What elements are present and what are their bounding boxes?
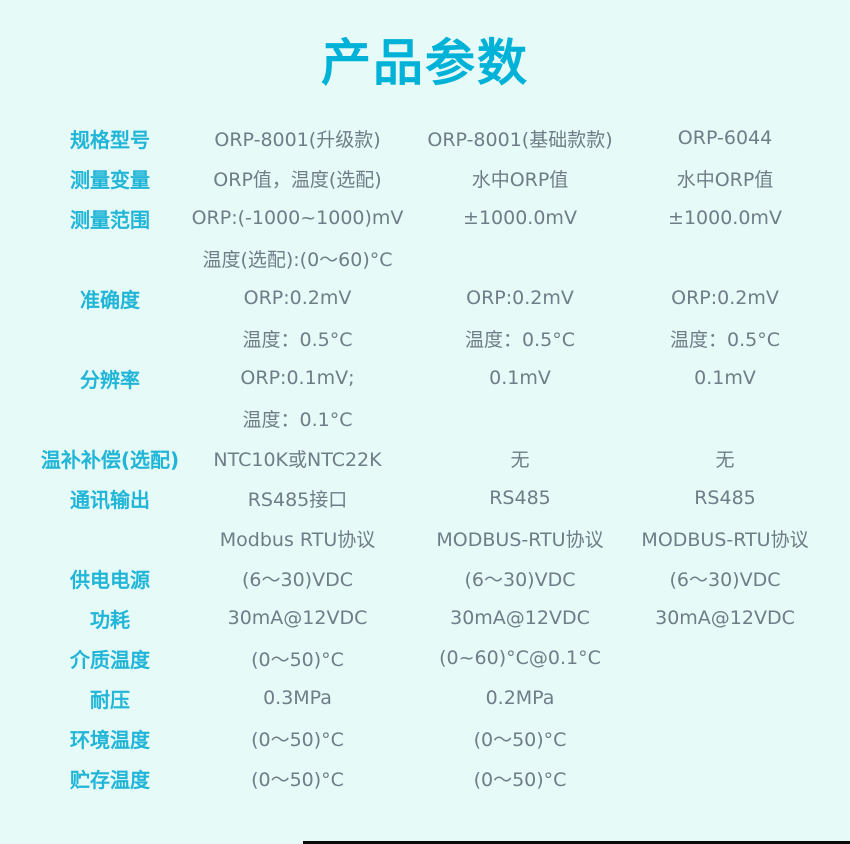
cell-col2: RS485 <box>489 487 551 509</box>
table-row: 介质温度 (0～50)°C (0~60)°C@0.1°C <box>0 638 850 678</box>
table-row: Modbus RTU协议 MODBUS-RTU协议 MODBUS-RTU协议 <box>0 518 850 558</box>
row-label: 贮存温度 <box>70 767 150 792</box>
row-label: 温补补偿(选配) <box>40 447 180 472</box>
cell-col3: 0.1mV <box>694 367 756 389</box>
table-row: 测量变量 ORP值，温度(选配) 水中ORP值 水中ORP值 <box>0 158 850 198</box>
row-label: 通讯输出 <box>70 487 150 512</box>
table-row: 温度：0.5°C 温度：0.5°C 温度：0.5°C <box>0 318 850 358</box>
cell-col1: (0～50)°C <box>251 728 344 751</box>
row-label: 规格型号 <box>70 127 150 152</box>
cell-col2: ±1000.0mV <box>463 207 577 229</box>
cell-col3: MODBUS-RTU协议 <box>641 528 809 551</box>
cell-col1: ORP-8001(升级款) <box>214 128 381 151</box>
cell-col2: ORP:0.2mV <box>466 287 574 309</box>
cell-col2: MODBUS-RTU协议 <box>436 528 604 551</box>
cell-col2: (6～30)VDC <box>464 568 576 591</box>
cell-col2: 水中ORP值 <box>471 168 569 191</box>
table-row: 环境温度 (0～50)°C (0～50)°C <box>0 718 850 758</box>
table-row: 功耗 30mA@12VDC 30mA@12VDC 30mA@12VDC <box>0 598 850 638</box>
row-label: 测量范围 <box>70 207 150 232</box>
cell-col1: 温度：0.1°C <box>242 408 353 431</box>
cell-col2: (0～50)°C <box>473 728 567 751</box>
cell-col2: ORP-8001(基础款款) <box>427 128 613 151</box>
table-row: 准确度 ORP:0.2mV ORP:0.2mV ORP:0.2mV <box>0 278 850 318</box>
table-row: 贮存温度 (0～50)°C (0～50)°C <box>0 758 850 798</box>
table-row: 规格型号 ORP-8001(升级款) ORP-8001(基础款款) ORP-6044 <box>0 118 850 158</box>
table-row: 分辨率 ORP:0.1mV; 0.1mV 0.1mV <box>0 358 850 398</box>
cell-col2: 0.1mV <box>489 367 551 389</box>
row-label: 测量变量 <box>70 167 150 192</box>
table-row: 供电电源 (6～30)VDC (6～30)VDC (6～30)VDC <box>0 558 850 598</box>
cell-col1: 温度(选配):(0～60)°C <box>202 248 393 271</box>
cell-col2: (0～50)°C <box>473 768 567 791</box>
row-label: 环境温度 <box>70 727 150 752</box>
cell-col1: ORP:(-1000~1000)mV <box>191 207 404 229</box>
cell-col1: NTC10K或NTC22K <box>213 448 382 471</box>
cell-col1: (0～50)°C <box>251 648 344 671</box>
cell-col3: 水中ORP值 <box>676 168 774 191</box>
table-row: 通讯输出 RS485接口 RS485 RS485 <box>0 478 850 518</box>
table-row: 测量范围 ORP:(-1000~1000)mV ±1000.0mV ±1000.0mV <box>0 198 850 238</box>
row-label: 分辨率 <box>80 367 140 392</box>
row-label: 耐压 <box>90 687 130 712</box>
cell-col3: ORP-6044 <box>677 127 773 149</box>
cell-col1: ORP:0.2mV <box>243 287 352 309</box>
cell-col1: RS485接口 <box>247 488 348 511</box>
page-title: 产品参数 <box>321 34 529 92</box>
cell-col3: 30mA@12VDC <box>655 607 795 629</box>
table-row: 温度：0.1°C <box>0 398 850 438</box>
cell-col2: 温度：0.5°C <box>465 328 575 351</box>
cell-col1: (6～30)VDC <box>242 568 353 591</box>
cell-col3: ±1000.0mV <box>668 207 782 229</box>
spec-table: 规格型号 ORP-8001(升级款) ORP-8001(基础款款) ORP-6044 测… <box>0 118 850 798</box>
row-label: 功耗 <box>90 607 130 632</box>
cell-col1: 温度：0.5°C <box>242 328 353 351</box>
cell-col3: (6～30)VDC <box>669 568 781 591</box>
table-row: 温补补偿(选配) NTC10K或NTC22K 无 无 <box>0 438 850 478</box>
cell-col1: 0.3MPa <box>263 687 332 709</box>
cell-col3: RS485 <box>694 487 756 509</box>
cell-col2: 0.2MPa <box>485 687 555 709</box>
cell-col2: (0~60)°C@0.1°C <box>439 647 601 669</box>
row-label: 准确度 <box>80 287 140 312</box>
cell-col1: (0～50)°C <box>251 768 344 791</box>
cell-col1: ORP:0.1mV; <box>240 367 355 389</box>
row-label: 介质温度 <box>70 647 150 672</box>
cell-col1: Modbus RTU协议 <box>219 528 376 551</box>
cell-col2: 无 <box>510 448 530 471</box>
cell-col2: 30mA@12VDC <box>450 607 590 629</box>
cell-col3: ORP:0.2mV <box>671 287 779 309</box>
table-row: 耐压 0.3MPa 0.2MPa <box>0 678 850 718</box>
cell-col3: 无 <box>715 448 735 471</box>
table-row: 温度(选配):(0～60)°C <box>0 238 850 278</box>
row-label: 供电电源 <box>70 567 150 592</box>
cell-col1: 30mA@12VDC <box>227 607 368 629</box>
cell-col1: ORP值，温度(选配) <box>213 168 382 191</box>
cell-col3: 温度：0.5°C <box>670 328 780 351</box>
